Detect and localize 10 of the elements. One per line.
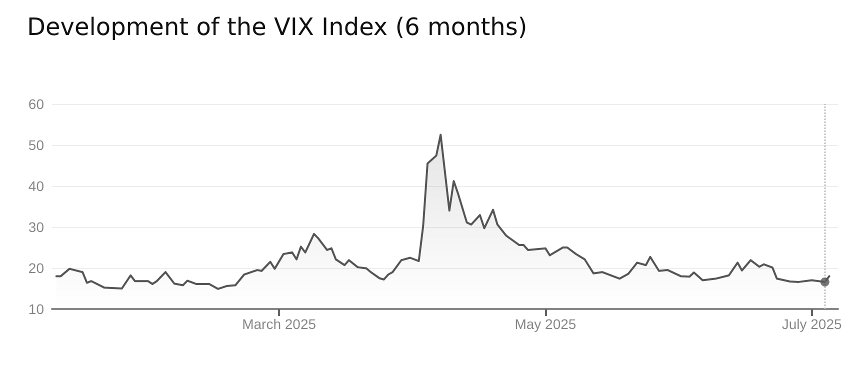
y-tick-label: 60 <box>28 96 44 112</box>
y-tick-label: 30 <box>28 219 44 235</box>
x-tick-label: May 2025 <box>514 316 576 332</box>
y-tick-label: 10 <box>28 301 44 317</box>
y-tick-label: 20 <box>28 260 44 276</box>
y-tick-label: 40 <box>28 178 44 194</box>
x-tick-label: March 2025 <box>242 316 316 332</box>
y-tick-label: 50 <box>28 137 44 153</box>
chart-title: Development of the VIX Index (6 months) <box>27 13 528 41</box>
x-tick-label: July 2025 <box>782 316 842 332</box>
